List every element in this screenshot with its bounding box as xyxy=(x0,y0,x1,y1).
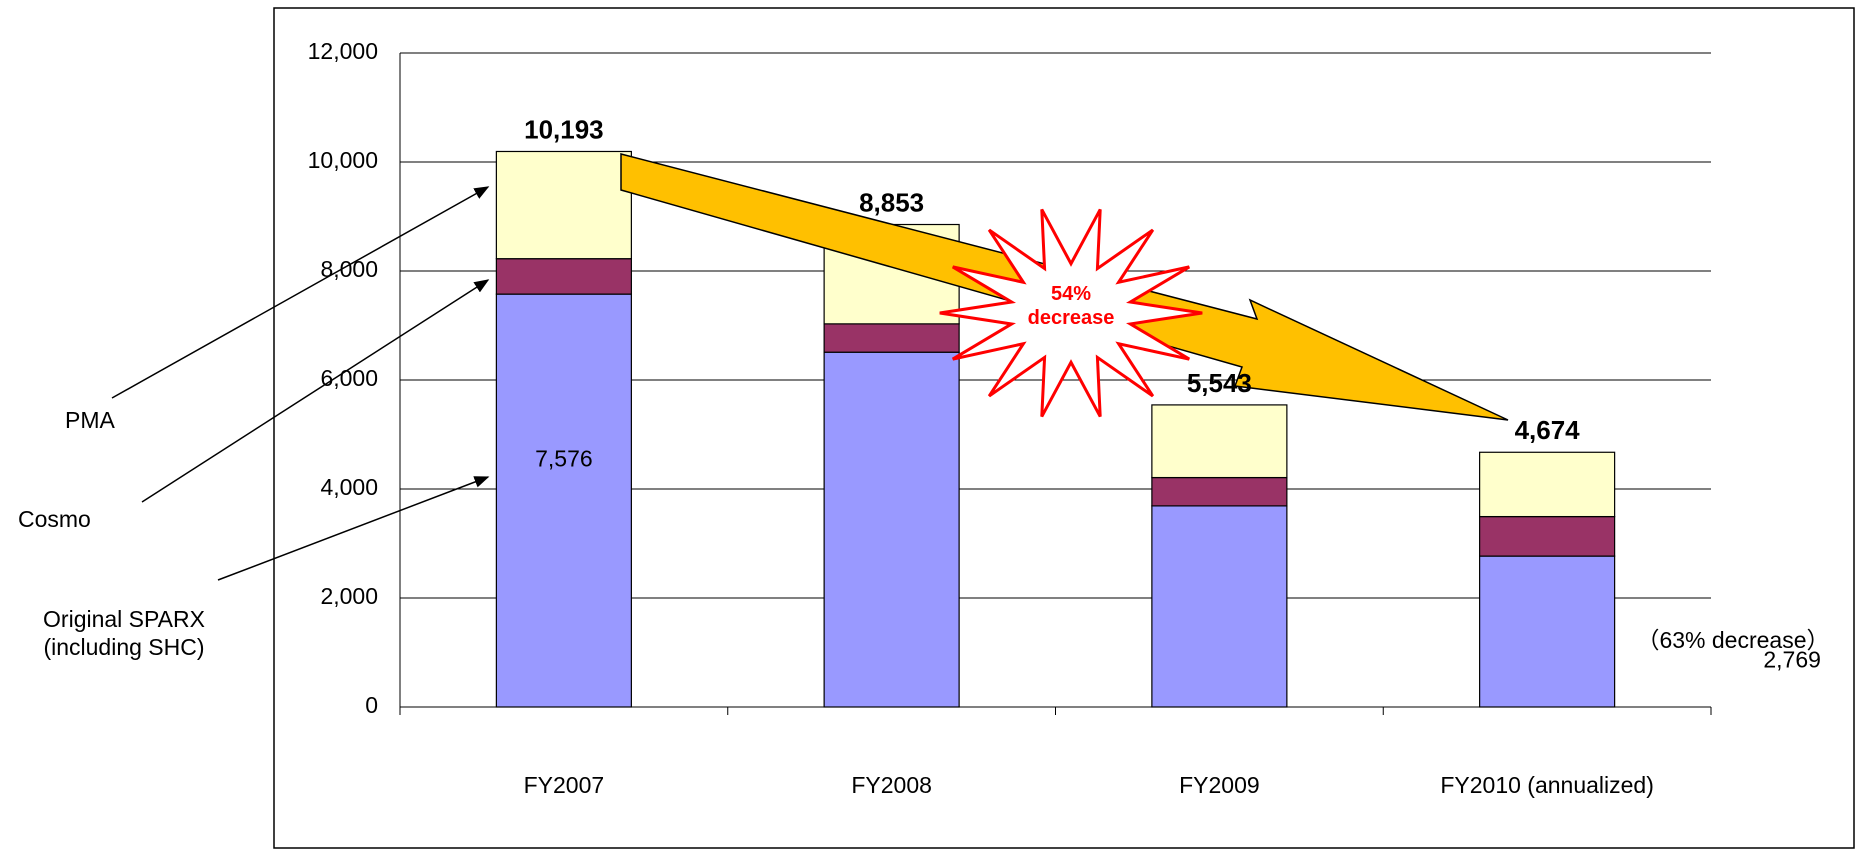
bar-segment xyxy=(1151,404,1288,479)
total-label: 5,543 xyxy=(1187,368,1252,398)
y-tick-label: 10,000 xyxy=(308,147,378,173)
bar-segment xyxy=(823,351,960,708)
x-tick-label: FY2008 xyxy=(851,772,932,798)
bar-segment xyxy=(495,293,632,708)
annotation: 54% decrease xyxy=(1027,283,1115,329)
pointer xyxy=(141,279,490,503)
legend-label: PMA xyxy=(65,407,116,433)
x-tick-label: FY2009 xyxy=(1179,772,1260,798)
bars xyxy=(495,150,1616,708)
pointer xyxy=(217,476,490,581)
total-label: 8,853 xyxy=(859,187,924,217)
data-label: 7,576 xyxy=(535,446,593,472)
bar-segment xyxy=(1151,476,1288,507)
bar-segment xyxy=(823,323,960,353)
pointer xyxy=(111,186,490,399)
legend-label: Original SPARX (including SHC) xyxy=(43,606,205,660)
annotation: （63% decrease） xyxy=(1636,627,1830,653)
y-tick-label: 4,000 xyxy=(320,474,378,500)
total-label: 4,674 xyxy=(1515,415,1581,445)
x-tick-label: FY2010 (annualized) xyxy=(1440,772,1654,798)
bar-segment xyxy=(1151,505,1288,708)
bar-segment xyxy=(1479,451,1616,518)
bar-segment xyxy=(495,258,632,295)
y-tick-label: 0 xyxy=(365,692,378,718)
y-tick-label: 12,000 xyxy=(308,38,378,64)
bar-segment xyxy=(1479,515,1616,557)
y-tick-label: 6,000 xyxy=(320,365,378,391)
y-tick-label: 2,000 xyxy=(320,583,378,609)
chart-frame xyxy=(273,7,1855,849)
bar-segment xyxy=(1479,555,1616,708)
x-tick-label: FY2007 xyxy=(524,772,605,798)
starburst xyxy=(939,208,1203,418)
legend-label: Cosmo xyxy=(18,506,91,532)
total-label: 10,193 xyxy=(524,114,604,144)
y-tick-label: 8,000 xyxy=(320,256,378,282)
bar-segment xyxy=(495,150,632,260)
data-label: 2,769 xyxy=(1763,647,1821,673)
